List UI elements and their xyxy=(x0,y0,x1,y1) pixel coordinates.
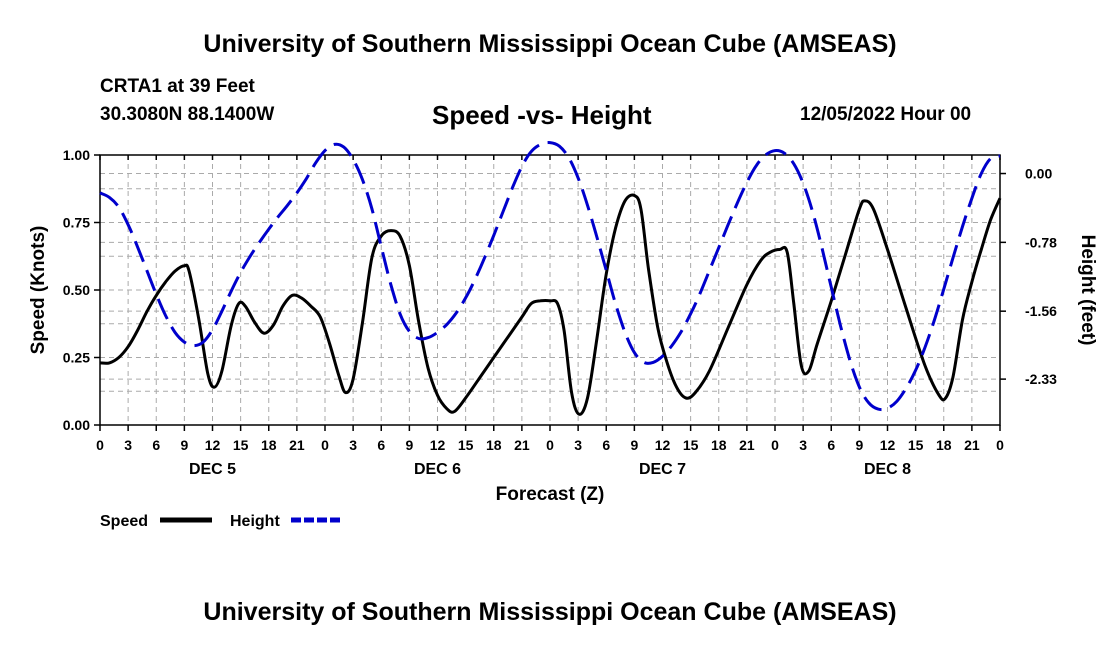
x-tick-label: 12 xyxy=(655,437,671,453)
forecast-datetime: 12/05/2022 Hour 00 xyxy=(800,104,972,125)
x-tick-label: 12 xyxy=(430,437,446,453)
x-tick-label: 15 xyxy=(458,437,474,453)
x-tick-label: 9 xyxy=(855,437,863,453)
y-tick-label: 0.75 xyxy=(63,215,90,231)
x-tick-label: 21 xyxy=(739,437,755,453)
x-tick-label: 18 xyxy=(936,437,952,453)
x-tick-label: 18 xyxy=(486,437,502,453)
x-tick-label: 15 xyxy=(233,437,249,453)
page-title: University of Southern Mississippi Ocean… xyxy=(203,30,897,58)
x-tick-label: 6 xyxy=(602,437,610,453)
x-tick-label: 0 xyxy=(996,437,1004,453)
x-tick-label: 3 xyxy=(799,437,807,453)
x-tick-label: 21 xyxy=(514,437,530,453)
legend-label-speed: Speed xyxy=(100,513,148,530)
day-label: DEC 5 xyxy=(189,461,236,478)
series-line-height xyxy=(99,141,1001,412)
x-tick-label: 9 xyxy=(630,437,638,453)
x-tick-label: 15 xyxy=(908,437,924,453)
x-tick-label: 9 xyxy=(180,437,188,453)
x-tick-label: 18 xyxy=(261,437,277,453)
x-tick-label: 9 xyxy=(405,437,413,453)
x-tick-label: 6 xyxy=(377,437,385,453)
day-label: DEC 7 xyxy=(639,461,686,478)
x-tick-label: 0 xyxy=(321,437,329,453)
chart-subtitle: Speed -vs- Height xyxy=(432,100,652,130)
x-tick-label: 12 xyxy=(205,437,221,453)
x-tick-label: 6 xyxy=(152,437,160,453)
x-tick-label: 0 xyxy=(771,437,779,453)
x-tick-label: 18 xyxy=(711,437,727,453)
y-tick-label: 1.00 xyxy=(63,147,90,163)
x-tick-label: 3 xyxy=(124,437,132,453)
y2-tick-label: -2.33 xyxy=(1025,371,1057,387)
y2-tick-label: -0.78 xyxy=(1025,234,1057,250)
x-tick-label: 12 xyxy=(880,437,896,453)
y-tick-label: 0.25 xyxy=(63,350,90,366)
station-coordinates: 30.3080N 88.1400W xyxy=(100,104,275,125)
y-tick-label: 0.50 xyxy=(63,282,90,298)
x-tick-label: 15 xyxy=(683,437,699,453)
footer-title: University of Southern Mississippi Ocean… xyxy=(203,598,897,626)
x-tick-label: 21 xyxy=(964,437,980,453)
y2-tick-label: -1.56 xyxy=(1025,303,1057,319)
x-tick-label: 3 xyxy=(574,437,582,453)
y2-axis-label: Height (feet) xyxy=(1077,235,1098,346)
series-line-speed xyxy=(99,193,1002,416)
x-tick-label: 3 xyxy=(349,437,357,453)
y-tick-label: 0.00 xyxy=(63,417,90,433)
x-tick-label: 6 xyxy=(827,437,835,453)
x-tick-label: 0 xyxy=(546,437,554,453)
legend-label-height: Height xyxy=(230,513,280,530)
station-label: CRTA1 at 39 Feet xyxy=(100,76,255,97)
y-axis-label: Speed (Knots) xyxy=(28,226,49,355)
y2-tick-label: 0.00 xyxy=(1025,166,1052,182)
x-axis-label: Forecast (Z) xyxy=(496,484,605,505)
x-tick-label: 0 xyxy=(96,437,104,453)
x-tick-label: 21 xyxy=(289,437,305,453)
day-label: DEC 6 xyxy=(414,461,461,478)
day-label: DEC 8 xyxy=(864,461,911,478)
